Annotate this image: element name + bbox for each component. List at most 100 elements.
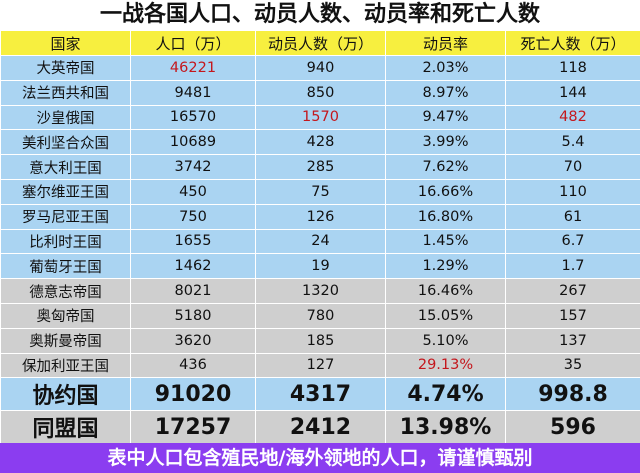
- cell-mobilization-rate: 29.13%: [385, 352, 506, 379]
- header-row: 国家 人口（万） 动员人数（万） 动员率 死亡人数（万）: [0, 30, 640, 56]
- cell-mobilization-rate: 15.05%: [385, 302, 506, 329]
- table-row: 保加利亚王国 436 127 29.13% 35: [0, 352, 640, 379]
- cell-mobilization-rate: 1.45%: [385, 228, 506, 255]
- table-body: 大英帝国 46221 940 2.03% 118 法兰西共和国 9481 850 8.97% 14…: [0, 55, 640, 445]
- cell-population: 10689: [130, 129, 256, 156]
- cell-deaths: 61: [505, 203, 640, 230]
- cell-mobilized: 24: [255, 228, 386, 255]
- cell-mobilized: 1570: [255, 104, 386, 131]
- footer-note: 表中人口包含殖民地/海外领地的人口，请谨慎甄别: [0, 443, 640, 473]
- cell-mobilization-rate: 1.29%: [385, 253, 506, 280]
- cell-deaths: 144: [505, 79, 640, 106]
- cell-mobilized: 75: [255, 178, 386, 205]
- cell-mobilization-rate: 16.46%: [385, 278, 506, 304]
- cell-mobilization-rate: 16.66%: [385, 178, 506, 205]
- cell-population: 8021: [130, 278, 256, 304]
- cell-country: 奥匈帝国: [0, 302, 131, 329]
- total-cell-mobilized: 4317: [255, 377, 386, 412]
- header-population: 人口（万）: [130, 30, 256, 56]
- cell-country: 美利坚合众国: [0, 129, 131, 156]
- cell-mobilization-rate: 9.47%: [385, 104, 506, 131]
- table-row: 塞尔维亚王国 450 75 16.66% 110: [0, 178, 640, 205]
- cell-mobilization-rate: 2.03%: [385, 55, 506, 81]
- cell-country: 保加利亚王国: [0, 352, 131, 379]
- page-title: 一战各国人口、动员人数、动员率和死亡人数: [0, 0, 640, 30]
- cell-mobilized: 428: [255, 129, 386, 156]
- total-cell-country: 同盟国: [0, 410, 131, 445]
- cell-deaths: 6.7: [505, 228, 640, 255]
- cell-deaths: 267: [505, 278, 640, 304]
- total-row-allied: 协约国 91020 4317 4.74% 998.8: [0, 377, 640, 412]
- cell-deaths: 110: [505, 178, 640, 205]
- cell-country: 意大利王国: [0, 154, 131, 180]
- cell-deaths: 1.7: [505, 253, 640, 280]
- cell-population: 1655: [130, 228, 256, 255]
- header-deaths: 死亡人数（万）: [505, 30, 640, 56]
- cell-mobilized: 126: [255, 203, 386, 230]
- cell-mobilization-rate: 3.99%: [385, 129, 506, 156]
- table-row: 大英帝国 46221 940 2.03% 118: [0, 55, 640, 81]
- table-row: 意大利王国 3742 285 7.62% 70: [0, 154, 640, 180]
- table-row: 比利时王国 1655 24 1.45% 6.7: [0, 228, 640, 255]
- table-row: 德意志帝国 8021 1320 16.46% 267: [0, 278, 640, 304]
- cell-country: 奥斯曼帝国: [0, 327, 131, 354]
- table-row: 沙皇俄国 16570 1570 9.47% 482: [0, 104, 640, 131]
- table-row: 奥匈帝国 5180 780 15.05% 157: [0, 302, 640, 329]
- total-cell-mobilized: 2412: [255, 410, 386, 445]
- cell-country: 德意志帝国: [0, 278, 131, 304]
- cell-country: 大英帝国: [0, 55, 131, 81]
- cell-population: 450: [130, 178, 256, 205]
- total-cell-population: 91020: [130, 377, 256, 412]
- table-row: 罗马尼亚王国 750 126 16.80% 61: [0, 203, 640, 230]
- cell-population: 16570: [130, 104, 256, 131]
- cell-population: 3620: [130, 327, 256, 354]
- cell-mobilized: 940: [255, 55, 386, 81]
- total-cell-mobilization-rate: 13.98%: [385, 410, 506, 445]
- table-row: 奥斯曼帝国 3620 185 5.10% 137: [0, 327, 640, 354]
- cell-deaths: 35: [505, 352, 640, 379]
- cell-mobilization-rate: 8.97%: [385, 79, 506, 106]
- cell-deaths: 482: [505, 104, 640, 131]
- cell-mobilized: 127: [255, 352, 386, 379]
- cell-deaths: 70: [505, 154, 640, 180]
- cell-population: 436: [130, 352, 256, 379]
- total-cell-mobilization-rate: 4.74%: [385, 377, 506, 412]
- cell-mobilization-rate: 7.62%: [385, 154, 506, 180]
- total-cell-population: 17257: [130, 410, 256, 445]
- cell-country: 罗马尼亚王国: [0, 203, 131, 230]
- total-cell-country: 协约国: [0, 377, 131, 412]
- cell-country: 法兰西共和国: [0, 79, 131, 106]
- cell-country: 塞尔维亚王国: [0, 178, 131, 205]
- cell-deaths: 118: [505, 55, 640, 81]
- header-mobilization-rate: 动员率: [385, 30, 506, 56]
- cell-country: 沙皇俄国: [0, 104, 131, 131]
- cell-mobilized: 1320: [255, 278, 386, 304]
- data-table: 国家 人口（万） 动员人数（万） 动员率 死亡人数（万） 大英帝国 46221 94…: [0, 30, 640, 445]
- header-mobilized: 动员人数（万）: [255, 30, 386, 56]
- cell-deaths: 157: [505, 302, 640, 329]
- table-row: 法兰西共和国 9481 850 8.97% 144: [0, 79, 640, 106]
- total-cell-deaths: 596: [505, 410, 640, 445]
- cell-population: 9481: [130, 79, 256, 106]
- cell-country: 葡萄牙王国: [0, 253, 131, 280]
- cell-mobilized: 780: [255, 302, 386, 329]
- table-row: 葡萄牙王国 1462 19 1.29% 1.7: [0, 253, 640, 280]
- cell-population: 1462: [130, 253, 256, 280]
- cell-mobilized: 185: [255, 327, 386, 354]
- cell-mobilized: 285: [255, 154, 386, 180]
- cell-mobilization-rate: 5.10%: [385, 327, 506, 354]
- cell-population: 750: [130, 203, 256, 230]
- header-country: 国家: [0, 30, 131, 56]
- cell-deaths: 5.4: [505, 129, 640, 156]
- total-cell-deaths: 998.8: [505, 377, 640, 412]
- cell-population: 46221: [130, 55, 256, 81]
- table-row: 美利坚合众国 10689 428 3.99% 5.4: [0, 129, 640, 156]
- cell-mobilized: 19: [255, 253, 386, 280]
- total-row-central: 同盟国 17257 2412 13.98% 596: [0, 410, 640, 445]
- cell-population: 3742: [130, 154, 256, 180]
- cell-population: 5180: [130, 302, 256, 329]
- cell-mobilization-rate: 16.80%: [385, 203, 506, 230]
- cell-country: 比利时王国: [0, 228, 131, 255]
- cell-deaths: 137: [505, 327, 640, 354]
